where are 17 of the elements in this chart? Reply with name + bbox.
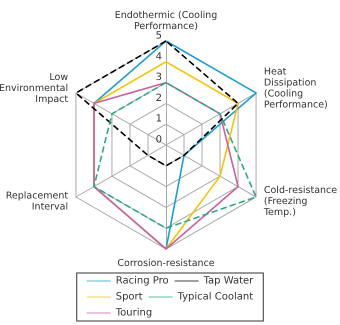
legend-label: Racing Pro [116,276,169,286]
legend-label: Sport [116,292,143,302]
y-tick-label: 0 [156,134,162,146]
legend-label: Touring [114,308,152,318]
spoke-label: Endothermic (Cooling Performance) [114,10,218,32]
legend-label: Typical Coolant [176,292,254,302]
spoke-label: Cold-resistance (Freezing Temp.) [262,185,338,218]
spoke-label: Low Environmental Impact [0,72,68,105]
y-tick-label: 2 [156,92,162,104]
y-tick-label: 3 [156,72,162,84]
spoke-label: Replacement Interval [6,190,68,212]
spoke-label: Heat Dissipation (Cooling Performance) [264,66,328,110]
y-tick-label: 5 [156,30,162,42]
y-tick-label: 4 [156,51,162,62]
y-tick-label: 1 [156,114,162,125]
legend-label: Tap Water [202,276,254,286]
spoke-label: Corrosion-resistance [117,258,215,269]
